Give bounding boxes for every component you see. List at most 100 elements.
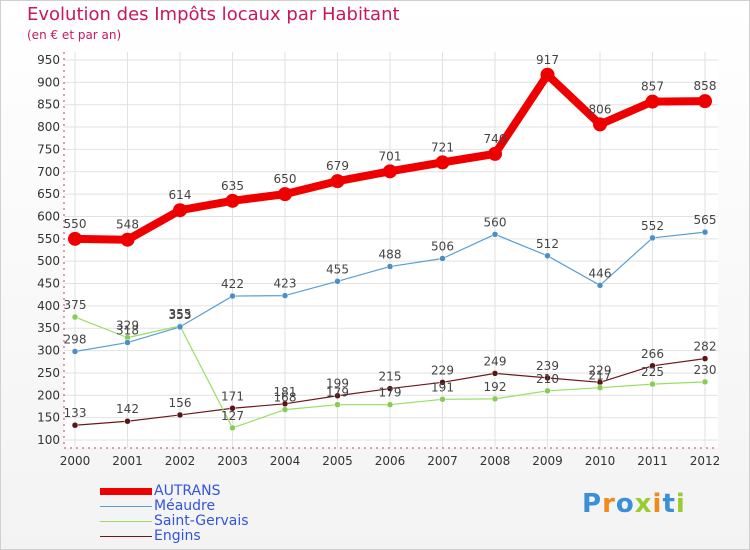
data-point-meaudre [596, 282, 604, 289]
data-point-engins [71, 421, 79, 429]
data-point-saint-gervais [334, 401, 341, 408]
x-tick-label: 2005 [322, 454, 353, 468]
data-label-engins: 229 [431, 363, 454, 377]
data-label-meaudre: 488 [379, 248, 402, 262]
chart-title: Evolution des Impôts locaux par Habitant [27, 4, 400, 25]
data-label-autrans: 635 [221, 179, 244, 193]
data-point-meaudre [281, 292, 289, 299]
data-label-autrans: 701 [379, 149, 402, 163]
data-point-engins [701, 355, 709, 362]
data-label-engins: 181 [274, 385, 297, 399]
data-label-meaudre: 298 [64, 332, 87, 346]
data-point-saint-gervais [544, 387, 551, 395]
data-point-autrans [225, 193, 240, 208]
x-tick-label: 2009 [532, 454, 563, 468]
x-tick-label: 2002 [165, 454, 196, 468]
data-label-autrans: 614 [169, 188, 192, 202]
data-point-engins [176, 411, 184, 419]
y-tick-label: 650 [37, 187, 60, 201]
data-label-autrans: 740 [484, 132, 507, 146]
data-label-autrans: 650 [274, 172, 297, 186]
x-tick-label: 2003 [217, 454, 248, 468]
data-label-engins: 266 [641, 347, 664, 361]
data-label-saint-gervais: 375 [64, 298, 87, 312]
data-label-meaudre: 552 [641, 219, 664, 233]
data-point-engins [649, 362, 656, 370]
data-label-engins: 199 [326, 377, 349, 391]
legend-swatch-saint-gervais [100, 521, 152, 522]
x-tick-label: 2008 [480, 454, 511, 468]
data-label-autrans: 857 [641, 80, 664, 94]
x-tick-label: 2012 [690, 454, 721, 468]
data-point-meaudre [544, 252, 551, 260]
chart-subtitle: (en € et par an) [27, 28, 122, 42]
data-point-autrans [698, 94, 712, 109]
data-label-meaudre: 512 [536, 237, 559, 251]
data-label-autrans: 917 [536, 53, 559, 67]
data-label-autrans: 721 [431, 140, 454, 154]
data-label-autrans: 550 [64, 217, 87, 231]
data-label-saint-gervais: 179 [326, 386, 349, 400]
data-point-engins [229, 405, 236, 412]
x-tick-label: 2001 [112, 454, 143, 468]
data-label-saint-gervais: 329 [116, 319, 139, 333]
data-label-meaudre: 506 [431, 239, 454, 253]
data-label-meaudre: 565 [694, 213, 717, 227]
y-tick-label: 550 [37, 232, 60, 246]
data-label-engins: 215 [379, 370, 402, 384]
data-point-saint-gervais [649, 380, 656, 388]
y-tick-label: 950 [37, 53, 60, 67]
data-point-autrans [278, 187, 292, 202]
data-point-meaudre [71, 348, 79, 355]
legend-swatch-autrans [100, 488, 152, 495]
data-point-autrans [593, 117, 607, 132]
y-tick-label: 400 [37, 299, 60, 313]
data-label-saint-gervais: 225 [641, 365, 664, 379]
legend-swatch-meaudre [100, 506, 152, 507]
data-point-autrans [540, 67, 555, 82]
x-tick-label: 2004 [270, 454, 301, 468]
data-point-saint-gervais [439, 396, 446, 403]
data-label-saint-gervais: 210 [536, 372, 559, 386]
data-point-autrans [435, 155, 450, 170]
data-point-autrans [488, 146, 502, 161]
data-point-meaudre [491, 231, 499, 238]
y-tick-label: 900 [37, 75, 60, 89]
y-tick-label: 200 [37, 388, 60, 402]
data-point-saint-gervais [491, 395, 499, 403]
data-point-autrans [645, 94, 660, 109]
data-label-autrans: 858 [694, 79, 717, 93]
data-point-meaudre [649, 234, 656, 242]
y-tick-label: 250 [37, 366, 60, 380]
data-point-autrans [383, 164, 397, 179]
x-tick-label: 2006 [375, 454, 406, 468]
data-label-autrans: 548 [116, 218, 139, 232]
data-point-autrans [173, 203, 187, 218]
data-point-autrans [330, 174, 345, 189]
data-point-meaudre [229, 292, 236, 300]
data-label-meaudre: 353 [169, 308, 192, 322]
data-point-meaudre [124, 339, 131, 346]
data-point-saint-gervais [229, 424, 236, 432]
data-label-saint-gervais: 355 [169, 307, 192, 321]
data-label-saint-gervais: 230 [694, 363, 717, 377]
data-point-saint-gervais [386, 401, 394, 408]
data-label-saint-gervais: 168 [274, 391, 297, 405]
x-tick-label: 2010 [585, 454, 616, 468]
y-tick-label: 600 [37, 209, 60, 223]
data-point-saint-gervais [596, 384, 604, 391]
data-label-saint-gervais: 217 [589, 369, 612, 383]
y-tick-label: 750 [37, 142, 60, 156]
data-label-meaudre: 422 [221, 277, 244, 291]
data-point-engins [491, 370, 499, 377]
data-point-engins [544, 374, 551, 382]
data-label-saint-gervais: 191 [431, 380, 454, 394]
data-label-engins: 171 [221, 389, 244, 403]
data-point-saint-gervais [71, 313, 79, 321]
y-tick-label: 350 [37, 321, 60, 335]
legend-label-engins: Engins [154, 528, 201, 544]
data-point-meaudre [439, 255, 446, 262]
data-label-engins: 239 [536, 359, 559, 373]
y-tick-label: 150 [37, 411, 60, 425]
